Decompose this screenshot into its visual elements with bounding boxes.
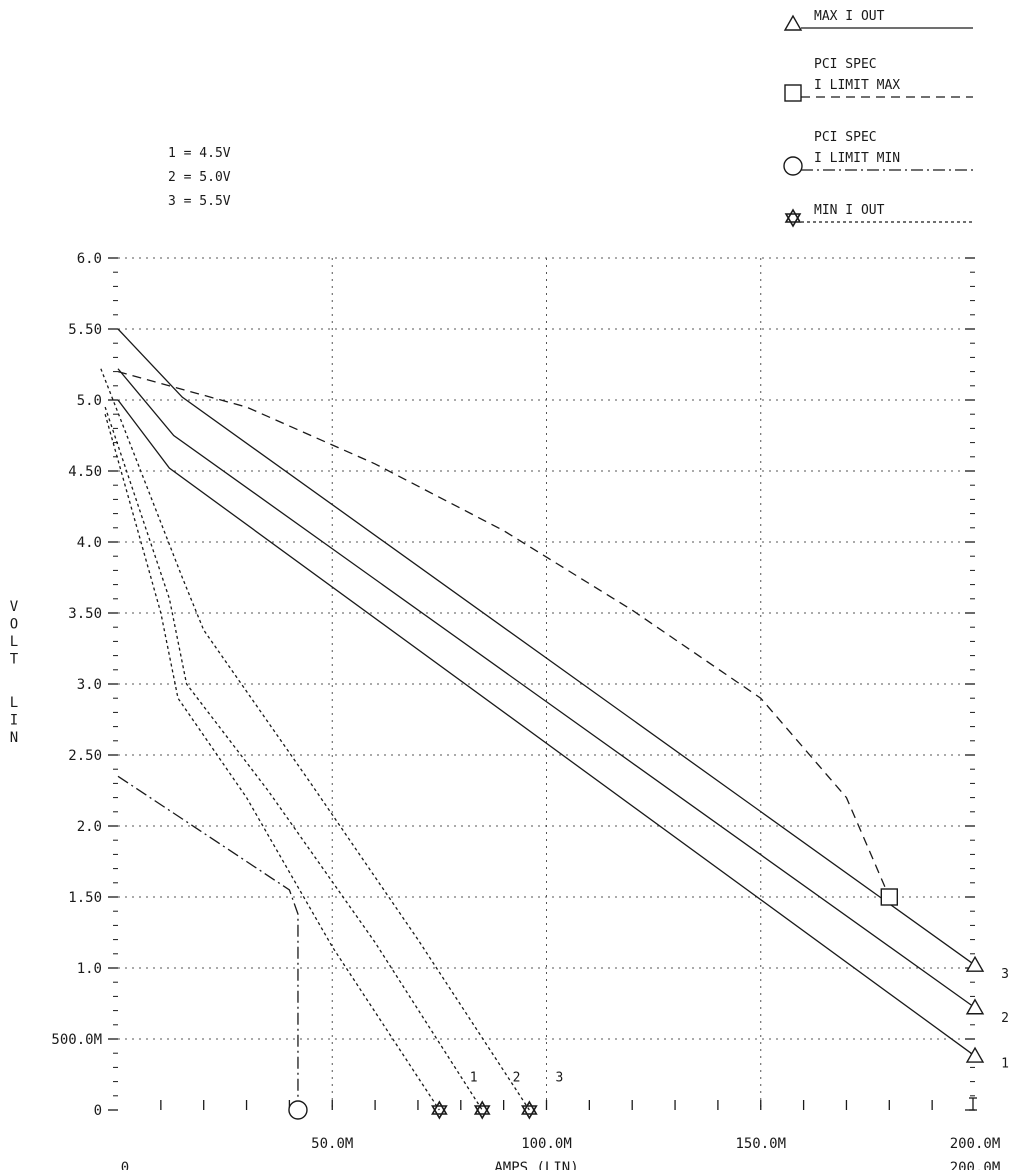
legend: MAX I OUT PCI SPEC I LIMIT MAX PCI SPEC I LI… [783,9,973,228]
condition-key: 1 = 4.5V 2 = 5.0V 3 = 5.5V [168,146,231,209]
legend-label: PCI SPEC [814,57,877,72]
condition-key-item: 2 = 5.0V [168,170,231,185]
legend-label: MAX I OUT [814,9,885,24]
y-tick-label: 3.0 [77,677,102,693]
y-tick-label: 3.50 [68,606,102,622]
y-tick-label: 4.0 [77,535,102,551]
curve-label: 3 [1001,967,1009,982]
curve-label: 3 [555,1071,563,1086]
curve-label: 2 [1001,1011,1009,1026]
x-end-label: 200.0M [950,1160,1001,1170]
plot-area [100,328,976,1111]
legend-circle-icon [783,156,803,176]
series-line-4 [117,775,299,1110]
y-tick-label: 500.0M [51,1032,102,1048]
x-tick-label: 200.0M [950,1136,1001,1152]
legend-star-icon [784,208,802,228]
y-tick-label: 1.50 [68,890,102,906]
y-tick-label: 1.0 [77,961,102,977]
y-tick-label: 6.0 [77,251,102,267]
series-marker-5 [431,1100,448,1120]
legend-item: MIN I OUT [784,203,973,228]
labels: 1 2 3 1 2 3 [470,967,1009,1086]
series-marker-1 [965,998,985,1015]
series-line-6 [104,406,483,1111]
series-line-1 [117,368,976,1009]
series-line-0 [117,399,976,1057]
x-tick-label: 150.0M [735,1136,786,1152]
series-line-2 [117,328,976,966]
y-tick-label: 0 [94,1103,102,1119]
series-marker-6 [473,1100,491,1120]
y-tick-label: 2.0 [77,819,102,835]
legend-label: I LIMIT MIN [814,151,900,166]
axes: 0 500.0M 1.0 1.50 2.0 2.50 3.0 3.50 4.0 4.50 5.0 5.… [10,251,1001,1170]
series-line-3 [117,370,890,898]
condition-key-item: 3 = 5.5V [168,194,231,209]
x-axis-label: AMPS (LIN) [494,1160,578,1170]
markers [288,888,985,1120]
series-line-7 [100,368,530,1111]
series-line-5 [104,414,440,1111]
curve-label: 1 [1001,1056,1009,1071]
gridlines [118,257,975,1110]
series-marker-4 [288,1100,308,1120]
legend-item: MAX I OUT [783,9,973,31]
legend-item: PCI SPEC I LIMIT MAX [784,57,973,102]
legend-label: MIN I OUT [814,203,885,218]
series-marker-3 [880,888,898,906]
curve-label: 2 [513,1071,521,1086]
x-tick-label: 100.0M [521,1136,572,1152]
legend-triangle-icon [783,14,803,31]
curve-label: 1 [470,1071,478,1086]
series-marker-2 [965,955,985,972]
series-marker-0 [965,1046,985,1063]
y-tick-label: 5.0 [77,393,102,409]
y-tick-label: 5.50 [68,322,102,338]
legend-label: I LIMIT MAX [814,78,900,93]
legend-square-icon [784,84,802,102]
x-origin-label: 0 [121,1160,129,1170]
x-tick-label: 50.0M [311,1136,353,1152]
series-marker-7 [521,1100,538,1120]
legend-item: PCI SPEC I LIMIT MIN [783,130,973,176]
condition-key-item: 1 = 4.5V [168,146,231,161]
y-tick-label: 2.50 [68,748,102,764]
legend-label: PCI SPEC [814,130,877,145]
y-tick-label: 4.50 [68,464,102,480]
